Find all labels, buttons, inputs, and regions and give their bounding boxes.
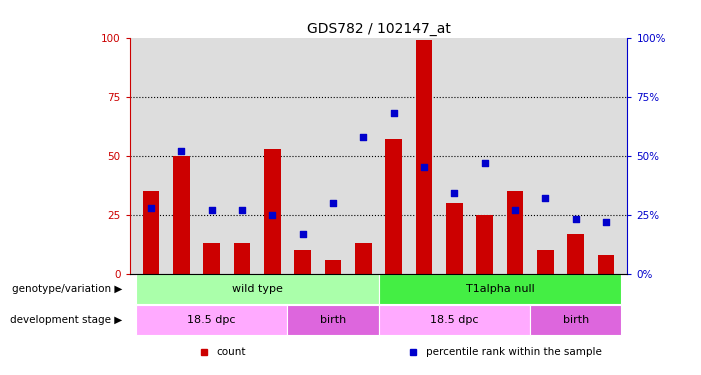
Bar: [567, 234, 584, 274]
Text: wild type: wild type: [232, 284, 283, 294]
Bar: [416, 40, 433, 274]
Point: [540, 195, 551, 201]
Point: [601, 219, 612, 225]
Bar: [142, 191, 159, 274]
Bar: [264, 148, 280, 274]
Bar: [136, 305, 287, 335]
Text: development stage ▶: development stage ▶: [11, 315, 123, 325]
Text: 18.5 dpc: 18.5 dpc: [430, 315, 479, 325]
Text: count: count: [217, 347, 246, 357]
Bar: [537, 250, 554, 274]
Point: [510, 207, 521, 213]
Text: genotype/variation ▶: genotype/variation ▶: [13, 284, 123, 294]
Text: 18.5 dpc: 18.5 dpc: [187, 315, 236, 325]
Bar: [379, 274, 621, 304]
Point: [327, 200, 339, 206]
Text: T1alpha null: T1alpha null: [465, 284, 534, 294]
Bar: [136, 274, 379, 304]
Text: GDS782 / 102147_at: GDS782 / 102147_at: [306, 22, 451, 36]
Point: [479, 160, 491, 166]
Text: percentile rank within the sample: percentile rank within the sample: [426, 347, 601, 357]
Point: [236, 207, 247, 213]
Point: [570, 216, 581, 222]
Point: [449, 190, 460, 196]
Bar: [379, 305, 530, 335]
Bar: [294, 250, 311, 274]
Point: [266, 212, 278, 218]
Point: [358, 134, 369, 140]
Point: [176, 148, 187, 154]
Point: [297, 231, 308, 237]
Bar: [203, 243, 220, 274]
Text: birth: birth: [563, 315, 589, 325]
Bar: [530, 305, 621, 335]
Bar: [386, 139, 402, 274]
Bar: [233, 243, 250, 274]
Bar: [507, 191, 524, 274]
Point: [145, 205, 156, 211]
Bar: [446, 203, 463, 274]
Text: birth: birth: [320, 315, 346, 325]
Bar: [598, 255, 615, 274]
Bar: [325, 260, 341, 274]
Bar: [287, 305, 379, 335]
Point: [418, 165, 430, 171]
Bar: [355, 243, 372, 274]
Bar: [173, 156, 190, 274]
Point: [206, 207, 217, 213]
Point: [388, 110, 400, 116]
Bar: [477, 215, 493, 274]
